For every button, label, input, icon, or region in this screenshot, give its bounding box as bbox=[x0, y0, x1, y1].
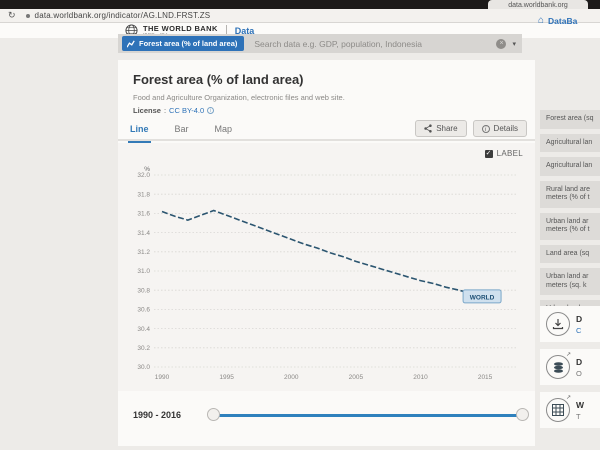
x-tick-label: 2005 bbox=[349, 374, 364, 381]
x-tick-label: 2010 bbox=[413, 374, 428, 381]
logo-title: THE WORLD BANK bbox=[143, 23, 218, 33]
site-info-icon[interactable] bbox=[25, 13, 30, 18]
slider-handle-start[interactable] bbox=[207, 408, 220, 421]
home-icon[interactable]: ⌂ bbox=[538, 15, 545, 26]
license-line: License : CC BY-4.0 i bbox=[118, 102, 535, 115]
y-tick-label: 30.8 bbox=[137, 287, 150, 294]
tab-bar[interactable]: Bar bbox=[174, 124, 189, 134]
related-indicator-item[interactable]: Urban land ar meters (sq. k bbox=[540, 268, 600, 295]
y-tick-label: 30.0 bbox=[137, 364, 150, 371]
x-tick-label: 1990 bbox=[155, 374, 170, 381]
indicator-card: Forest area (% of land area) Food and Ag… bbox=[118, 60, 535, 446]
external-link-icon: ↗ bbox=[566, 395, 572, 401]
external-link-icon: ↗ bbox=[566, 352, 572, 358]
related-indicator-item[interactable]: Forest area (sq bbox=[540, 110, 600, 129]
database-icon bbox=[546, 355, 570, 379]
license-info-icon[interactable]: i bbox=[207, 107, 215, 114]
y-tick-label: 31.2 bbox=[137, 249, 150, 256]
tool-title: W bbox=[576, 400, 585, 410]
chart-toolbar: Line Bar Map Share i Details bbox=[118, 117, 535, 143]
reload-icon[interactable]: ↻ bbox=[8, 10, 16, 20]
time-slider-row: 1990 - 2016 bbox=[118, 400, 535, 440]
y-axis-unit: % bbox=[144, 166, 150, 173]
license-link[interactable]: CC BY-4.0 bbox=[169, 106, 205, 115]
related-indicator-item[interactable]: Rural land are meters (% of t bbox=[540, 180, 600, 208]
label-toggle[interactable]: ✓ LABEL bbox=[484, 149, 523, 158]
slider-handle-end[interactable] bbox=[516, 408, 529, 421]
related-indicator-item[interactable]: Agricultural lan bbox=[540, 157, 600, 176]
view-tabs: Line Bar Map bbox=[128, 117, 234, 143]
tool-subtitle: O bbox=[576, 369, 582, 378]
monitor-bezel: data.worldbank.org bbox=[0, 0, 600, 11]
header-nav: ⌂ DataBa bbox=[538, 15, 600, 26]
table-icon bbox=[546, 398, 570, 422]
tool-subtitle: T bbox=[576, 412, 581, 421]
clear-search-icon[interactable]: × bbox=[496, 38, 507, 49]
indicator-chip[interactable]: Forest area (% of land area) bbox=[122, 36, 245, 51]
related-indicator-item[interactable]: Urban land ar meters (% of t bbox=[540, 212, 600, 240]
logo-data-link[interactable]: Data bbox=[234, 25, 255, 36]
x-tick-label: 2015 bbox=[478, 374, 493, 381]
line-chart[interactable]: %32.0 31.8 31.6 31.4 31.2 31.0 30.8 30.6 30.4 30.… bbox=[128, 165, 524, 391]
tab-line[interactable]: Line bbox=[128, 117, 151, 143]
world-label-text: WORLD bbox=[470, 294, 495, 301]
y-tick-label: 31.4 bbox=[137, 230, 150, 237]
tool-database[interactable]: ↗ D O bbox=[540, 349, 600, 385]
browser-tab[interactable]: data.worldbank.org bbox=[488, 0, 588, 11]
year-range-slider[interactable] bbox=[207, 408, 529, 421]
info-icon: i bbox=[481, 124, 490, 133]
browser-toolbar: ↻ data.worldbank.org/indicator/AG.LND.FR… bbox=[0, 9, 600, 23]
y-tick-label: 32.0 bbox=[137, 172, 150, 179]
tool-title: D bbox=[576, 357, 583, 367]
chart-panel: ✓ LABEL % 32.0 31.8 31.6 31.4 31.2 31.0 30.8 30.… bbox=[118, 143, 535, 391]
x-tick-label: 2000 bbox=[284, 374, 299, 381]
y-tick-label: 31.0 bbox=[137, 268, 150, 275]
checkbox-checked-icon[interactable]: ✓ bbox=[484, 149, 493, 158]
world-series-line[interactable] bbox=[161, 209, 499, 301]
share-button[interactable]: Share bbox=[415, 120, 467, 137]
details-button[interactable]: i Details bbox=[472, 120, 527, 137]
databank-link[interactable]: DataBa bbox=[548, 15, 578, 26]
source-note: Food and Agriculture Organization, elect… bbox=[133, 93, 345, 102]
y-tick-label: 31.8 bbox=[137, 191, 150, 198]
chevron-down-icon[interactable]: ▾ bbox=[512, 40, 516, 48]
tool-subtitle[interactable]: C bbox=[576, 326, 582, 335]
download-tools: D C ↗ D O ↗ W T bbox=[540, 306, 600, 435]
search-input[interactable]: Search data e.g. GDP, population, Indone… bbox=[254, 38, 422, 49]
page-title: Forest area (% of land area) bbox=[133, 72, 304, 87]
license-label: License bbox=[133, 106, 161, 115]
related-indicator-item[interactable]: Agricultural lan bbox=[540, 133, 600, 152]
y-tick-label: 30.4 bbox=[137, 326, 150, 333]
y-tick-label: 31.6 bbox=[137, 211, 150, 218]
chart-icon bbox=[127, 39, 135, 48]
tab-map[interactable]: Map bbox=[214, 124, 233, 134]
slider-selected-range bbox=[213, 414, 523, 417]
x-tick-label: 1995 bbox=[219, 374, 234, 381]
share-icon bbox=[424, 124, 432, 133]
url-bar[interactable]: data.worldbank.org/indicator/AG.LND.FRST… bbox=[34, 11, 211, 20]
logo-divider bbox=[225, 25, 227, 36]
search-bar[interactable]: Forest area (% of land area) Search data… bbox=[118, 34, 522, 53]
year-range-label: 1990 - 2016 bbox=[133, 410, 182, 420]
y-tick-label: 30.2 bbox=[137, 345, 150, 352]
download-icon bbox=[546, 312, 570, 336]
label-checkbox-text: LABEL bbox=[496, 149, 523, 158]
related-indicator-item[interactable]: Land area (sq bbox=[540, 244, 600, 263]
y-tick-label: 30.6 bbox=[137, 307, 150, 314]
world-label-chip[interactable] bbox=[462, 289, 502, 304]
related-indicators: Forest area (sq Agricultural lan Agricultu… bbox=[540, 110, 600, 324]
indicator-chip-label: Forest area (% of land area) bbox=[139, 39, 238, 48]
tool-table[interactable]: ↗ W T bbox=[540, 392, 600, 428]
tool-title: D bbox=[576, 314, 583, 324]
